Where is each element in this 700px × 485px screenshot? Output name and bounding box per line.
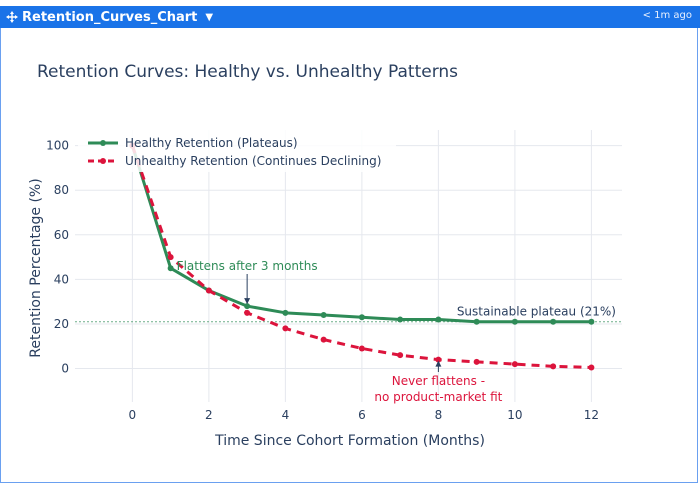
y-tick-label: 80: [54, 183, 69, 197]
x-tick-label: 4: [282, 408, 290, 422]
unhealthy-data-point: [244, 309, 251, 316]
unhealthy-data-point: [167, 254, 174, 261]
healthy-data-point: [244, 303, 251, 310]
chart-frame: [0, 28, 698, 483]
chart-title: Retention Curves: Healthy vs. Unhealthy …: [37, 62, 458, 82]
legend-marker[interactable]: [100, 140, 106, 146]
healthy-data-point: [320, 312, 327, 319]
healthy-data-point: [435, 316, 442, 323]
y-tick-label: 40: [54, 272, 69, 286]
healthy-data-point: [167, 265, 174, 272]
legend-label[interactable]: Unhealthy Retention (Continues Declining…: [125, 154, 381, 168]
healthy-data-point: [397, 316, 404, 323]
y-tick-label: 100: [46, 139, 69, 153]
healthy-data-point: [588, 318, 595, 325]
y-tick-label: 60: [54, 228, 69, 242]
unhealthy-data-point: [550, 363, 557, 370]
annotation-flattens: Flattens after 3 months: [177, 259, 318, 273]
unhealthy-data-point: [435, 356, 442, 363]
last-updated-timestamp: < 1m ago: [642, 10, 692, 21]
unhealthy-data-point: [511, 361, 518, 368]
chart-name[interactable]: Retention_Curves_Chart: [22, 9, 198, 25]
arrowhead-icon: [244, 298, 251, 305]
chart-move-icon[interactable]: [5, 10, 19, 24]
unhealthy-data-point: [320, 336, 327, 343]
annotation-never-flattens-line1: Never flattens -: [392, 374, 485, 388]
unhealthy-data-point: [588, 364, 595, 371]
plateau-reference-label: Sustainable plateau (21%): [457, 305, 616, 319]
healthy-data-point: [550, 318, 557, 325]
annotation-never-flattens-line2: no product-market fit: [374, 390, 502, 404]
legend-marker[interactable]: [100, 158, 106, 164]
chart-title-bar[interactable]: Retention_Curves_Chart ▼ < 1m ago: [0, 6, 700, 28]
x-tick-label: 6: [358, 408, 366, 422]
x-tick-label: 10: [507, 408, 522, 422]
healthy-data-point: [282, 309, 289, 316]
y-tick-label: 20: [54, 317, 69, 331]
unhealthy-data-point: [282, 325, 289, 332]
y-axis-title: Retention Percentage (%): [28, 178, 44, 357]
chevron-down-icon[interactable]: ▼: [205, 11, 214, 23]
healthy-data-point: [511, 318, 518, 325]
unhealthy-data-point: [397, 352, 404, 359]
unhealthy-data-point: [205, 287, 212, 294]
arrowhead-icon: [435, 360, 442, 367]
healthy-data-point: [358, 314, 365, 321]
y-tick-label: 0: [61, 362, 69, 376]
unhealthy-data-point: [358, 345, 365, 352]
x-tick-label: 2: [205, 408, 213, 422]
x-tick-label: 8: [435, 408, 443, 422]
x-axis-title: Time Since Cohort Formation (Months): [214, 433, 485, 449]
unhealthy-data-point: [473, 358, 480, 365]
legend-box: [78, 130, 396, 172]
legend-label[interactable]: Healthy Retention (Plateaus): [125, 136, 298, 150]
x-tick-label: 12: [584, 408, 599, 422]
x-tick-label: 0: [129, 408, 137, 422]
healthy-data-point: [473, 318, 480, 325]
